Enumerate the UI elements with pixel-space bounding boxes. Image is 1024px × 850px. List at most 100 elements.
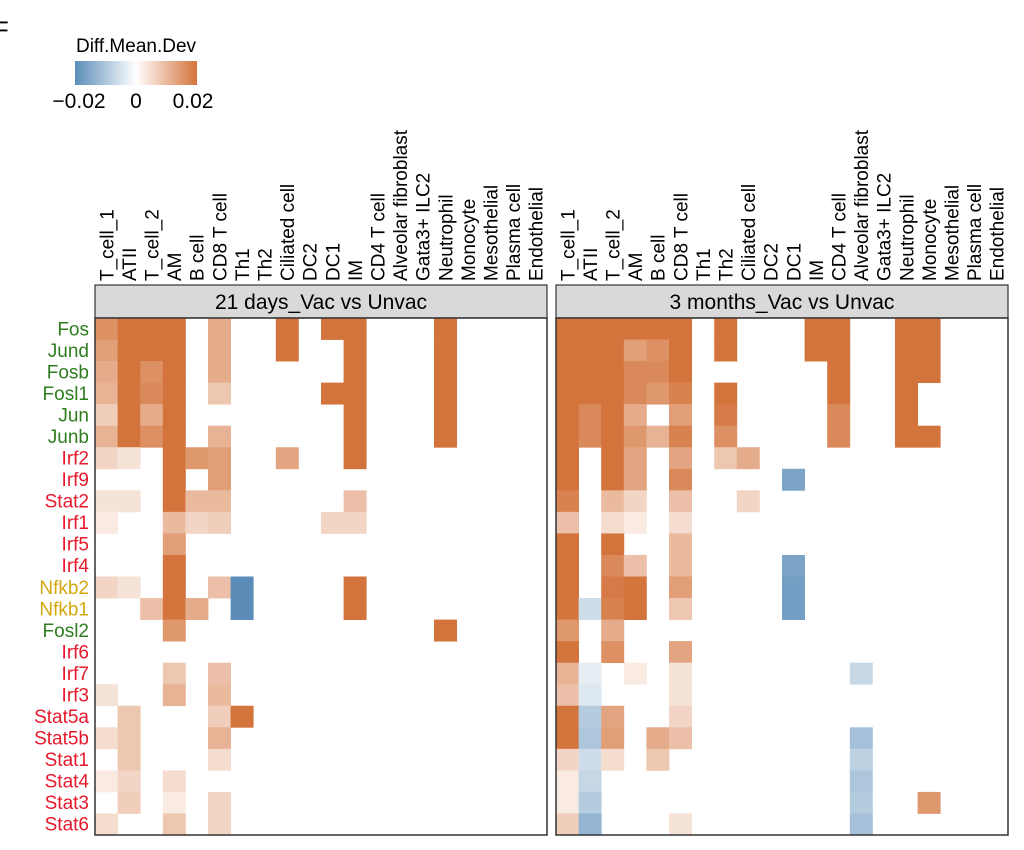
- heatmap-cell: [601, 318, 625, 340]
- heatmap-cell: [623, 576, 647, 599]
- heatmap-cell: [434, 404, 457, 427]
- heatmap-cell: [601, 554, 625, 577]
- heatmap-cell: [623, 511, 647, 534]
- heatmap-cell: [208, 318, 231, 340]
- heatmap-cell: [804, 339, 828, 362]
- heatmap-cell: [434, 339, 457, 362]
- heatmap-cell: [117, 447, 141, 470]
- heatmap-cell: [736, 490, 760, 513]
- heatmap-cell: [343, 576, 367, 599]
- column-label: AM: [165, 253, 186, 282]
- heatmap-cell: [162, 619, 186, 642]
- heatmap-cell: [669, 684, 692, 707]
- heatmap-cell: [140, 382, 164, 405]
- column-label: T_cell_2: [143, 209, 164, 281]
- heatmap-cell: [578, 361, 602, 384]
- heatmap-cell: [714, 339, 738, 362]
- heatmap-cell: [556, 382, 579, 405]
- heatmap-cell: [669, 361, 692, 384]
- heatmap-cell: [714, 404, 738, 427]
- row-label: Fosb: [47, 362, 89, 383]
- heatmap-cell: [646, 361, 670, 384]
- heatmap-cell: [782, 576, 805, 599]
- heatmap-cell: [646, 748, 670, 771]
- row-label: Irf4: [62, 556, 90, 577]
- heatmap-cell: [556, 339, 579, 362]
- heatmap-cell: [117, 705, 141, 728]
- heatmap-cell: [95, 813, 118, 836]
- heatmap-cell: [162, 361, 186, 384]
- column-label: Mesothelial: [943, 185, 964, 281]
- heatmap-cell: [578, 748, 602, 771]
- heatmap-cell: [556, 490, 579, 513]
- heatmap-cell: [208, 511, 231, 534]
- heatmap-cell: [895, 382, 918, 405]
- heatmap-cell: [321, 511, 344, 534]
- heatmap-cell: [95, 490, 118, 513]
- heatmap-cell: [646, 425, 670, 448]
- heatmap-cell: [140, 361, 164, 384]
- heatmap-cell: [95, 339, 118, 362]
- heatmap-cell: [578, 598, 602, 620]
- heatmap-cell: [827, 425, 851, 448]
- column-label: Endothelial: [527, 187, 548, 281]
- heatmap-cell: [578, 727, 602, 750]
- heatmap-cell: [185, 490, 209, 513]
- row-label: Fosl1: [43, 384, 89, 405]
- heatmap-cell: [434, 361, 457, 384]
- heatmap-cell: [343, 511, 367, 534]
- heatmap-cell: [162, 662, 186, 685]
- heatmap-cell: [623, 318, 647, 340]
- heatmap-cell: [623, 554, 647, 577]
- heatmap-cell: [669, 382, 692, 405]
- heatmap-cell: [556, 748, 579, 771]
- heatmap-cell: [601, 533, 625, 556]
- heatmap-cell: [669, 425, 692, 448]
- heatmap-cell: [162, 447, 186, 470]
- heatmap-cell: [343, 361, 367, 384]
- heatmap-cell: [669, 641, 692, 664]
- column-label: Th2: [256, 248, 277, 281]
- heatmap-cell: [601, 641, 625, 664]
- heatmap-cell: [556, 533, 579, 556]
- heatmap-cell: [208, 468, 231, 491]
- heatmap-cell: [669, 813, 692, 836]
- heatmap-cell: [117, 339, 141, 362]
- heatmap-cell: [623, 361, 647, 384]
- heatmap-cell: [162, 554, 186, 577]
- heatmap-cell: [646, 382, 670, 405]
- heatmap-cell: [556, 425, 579, 448]
- heatmap-cell: [578, 705, 602, 728]
- heatmap-cell: [321, 318, 344, 340]
- heatmap-cell: [185, 511, 209, 534]
- heatmap-cell: [556, 576, 579, 599]
- heatmap-cell: [343, 447, 367, 470]
- heatmap-cell: [117, 425, 141, 448]
- heatmap-cell: [917, 318, 941, 340]
- heatmap-cell: [140, 318, 164, 340]
- heatmap-cell: [556, 361, 579, 384]
- column-label: Plasma cell: [504, 184, 525, 281]
- heatmap-cell: [917, 425, 941, 448]
- heatmap-cell: [601, 598, 625, 620]
- legend-title: Diff.Mean.Dev: [76, 36, 197, 57]
- column-label: B cell: [649, 235, 670, 281]
- row-label: Irf9: [62, 470, 89, 491]
- column-label: CD8 T cell: [210, 193, 231, 281]
- row-label: Stat2: [45, 492, 89, 513]
- heatmap-cell: [827, 339, 851, 362]
- column-label: CD8 T cell: [671, 193, 692, 281]
- heatmap-cell: [208, 662, 231, 685]
- heatmap-cell: [895, 318, 918, 340]
- row-label: Nfkb2: [39, 578, 89, 599]
- heatmap-cell: [434, 318, 457, 340]
- column-label: Gata3+ ILC2: [414, 173, 435, 281]
- heatmap-cell: [849, 770, 873, 793]
- heatmap-cell: [162, 318, 186, 340]
- heatmap-cell: [556, 447, 579, 470]
- heatmap-cell: [623, 425, 647, 448]
- heatmap-cell: [343, 339, 367, 362]
- heatmap-cell: [578, 662, 602, 685]
- heatmap-cell: [578, 425, 602, 448]
- column-label: Neutrophil: [897, 194, 918, 281]
